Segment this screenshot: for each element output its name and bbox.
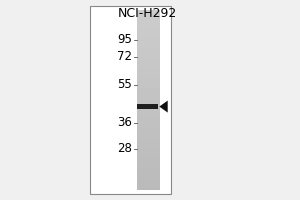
Polygon shape (159, 101, 168, 113)
Text: 36: 36 (117, 116, 132, 129)
Text: NCI-H292: NCI-H292 (118, 7, 177, 20)
Bar (137, 104, 158, 109)
Text: 28: 28 (117, 142, 132, 155)
Text: 55: 55 (117, 78, 132, 91)
Text: 95: 95 (117, 33, 132, 46)
Text: 72: 72 (117, 50, 132, 63)
Bar (90, 6, 171, 194)
